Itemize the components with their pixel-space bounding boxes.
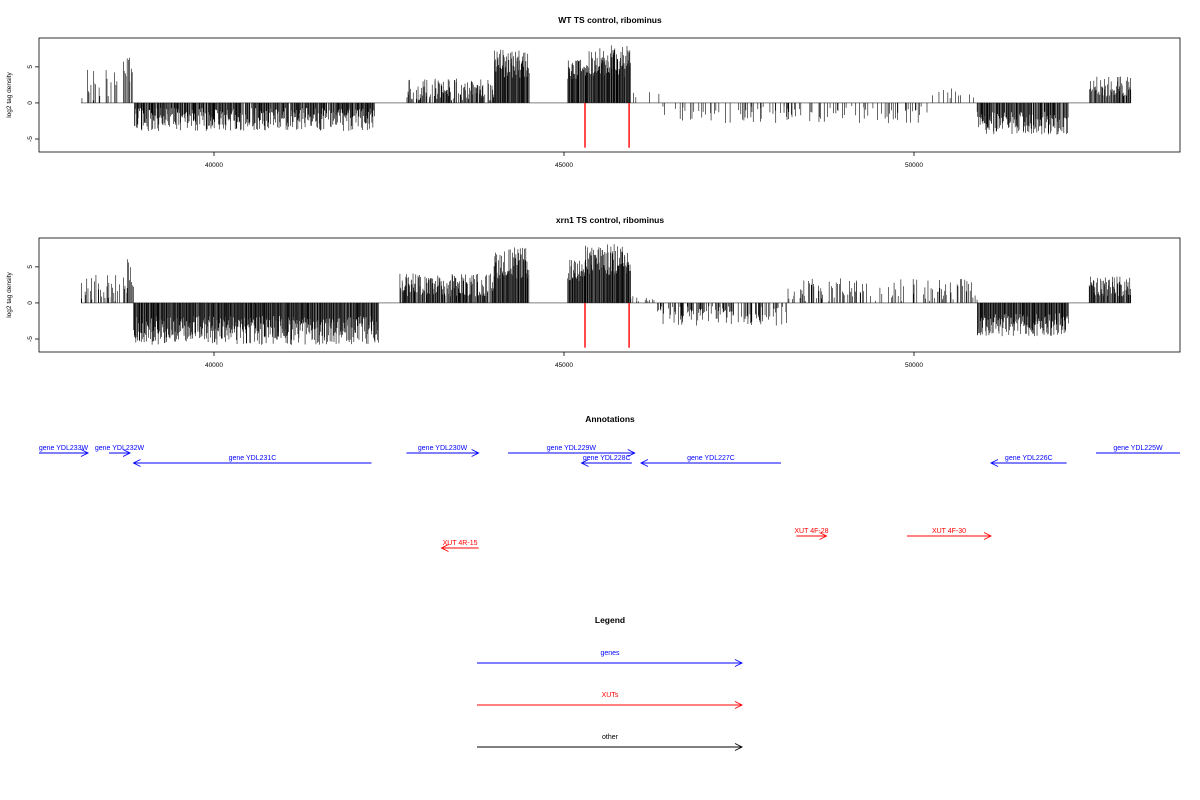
gene-arrow: gene YDL226C — [989, 455, 1067, 467]
x-tick-label: 40000 — [205, 162, 223, 169]
legend-title: Legend — [595, 615, 625, 625]
gene-arrow: gene YDL227C — [639, 455, 781, 467]
axes: -5 0 5 40000 45000 50000 — [27, 65, 923, 169]
y-tick-label: -5 — [27, 336, 34, 342]
panel-xrn1-ts-control: xrn1 TS control, ribominus log2 tag dens… — [6, 215, 1181, 369]
feature-label: gene YDL226C — [1005, 455, 1053, 462]
feature-label: gene YDL232W — [95, 445, 145, 452]
gene-arrow: gene YDL231C — [132, 455, 372, 467]
y-tick-label: 5 — [27, 265, 34, 269]
xut-arrow: XUT 4R-15 — [440, 540, 479, 552]
feature-label: gene YDL231C — [229, 455, 277, 462]
legend-label: XUTs — [602, 692, 619, 699]
y-axis-label: log2 tag density — [6, 271, 13, 317]
x-tick-label: 45000 — [555, 162, 573, 169]
feature-label: XUT 4R-15 — [443, 540, 478, 547]
xut-arrow: XUT 4F-28 — [794, 528, 829, 540]
density-bars — [81, 45, 1132, 148]
y-axis-label: log2 tag density — [6, 71, 13, 117]
x-tick-label: 40000 — [205, 362, 223, 369]
legend: Legend genes XUTs other — [477, 615, 744, 751]
feature-label: gene YDL227C — [687, 455, 735, 462]
gene-arrow: gene YDL233W — [39, 445, 90, 457]
feature-label: gene YDL230W — [418, 445, 468, 452]
feature-label: XUT 4F-30 — [932, 528, 966, 535]
legend-items: genes XUTs other — [477, 650, 744, 751]
y-tick-label: 0 — [27, 301, 34, 305]
legend-label: genes — [600, 650, 620, 657]
chart-title: WT TS control, ribominus — [558, 15, 662, 25]
gene-arrow: gene YDL225W — [1096, 445, 1180, 454]
gene-arrow: gene YDL230W — [406, 445, 480, 457]
x-tick-label: 45000 — [555, 362, 573, 369]
x-tick-label: 50000 — [905, 162, 923, 169]
feature-label: gene YDL225W — [1113, 445, 1163, 452]
feature-label: gene YDL229W — [547, 445, 597, 452]
axes: -5 0 5 40000 45000 50000 — [27, 265, 923, 369]
gene-arrow: gene YDL229W — [508, 445, 636, 457]
y-tick-label: 0 — [27, 101, 34, 105]
y-tick-label: -5 — [27, 136, 34, 142]
legend-label: other — [602, 734, 619, 741]
legend-item: other — [477, 734, 744, 751]
feature-arrows: gene YDL233W gene YDL232W gene YDL231C gene… — [39, 445, 1180, 552]
annotations-title: Annotations — [585, 414, 635, 424]
feature-label: gene YDL228C — [583, 455, 631, 462]
plot-frame — [38, 37, 1181, 153]
x-tick-label: 50000 — [905, 362, 923, 369]
panel-wt-ts-control: WT TS control, ribominus log2 tag densit… — [6, 15, 1181, 169]
feature-label: gene YDL233W — [39, 445, 89, 452]
annotations-track: Annotations gene YDL233W gene YDL232Wgene… — [39, 414, 1180, 552]
legend-item: genes — [477, 650, 744, 667]
density-bars — [81, 244, 1132, 348]
chart-title: xrn1 TS control, ribominus — [556, 215, 664, 225]
xut-arrow: XUT 4F-30 — [907, 528, 993, 540]
gene-arrow: gene YDL232W — [95, 445, 145, 457]
plot-frame — [38, 237, 1181, 353]
gene-arrow: gene YDL228C — [580, 455, 632, 467]
y-tick-label: 5 — [27, 65, 34, 69]
legend-item: XUTs — [477, 692, 744, 709]
feature-label: XUT 4F-28 — [794, 528, 828, 535]
